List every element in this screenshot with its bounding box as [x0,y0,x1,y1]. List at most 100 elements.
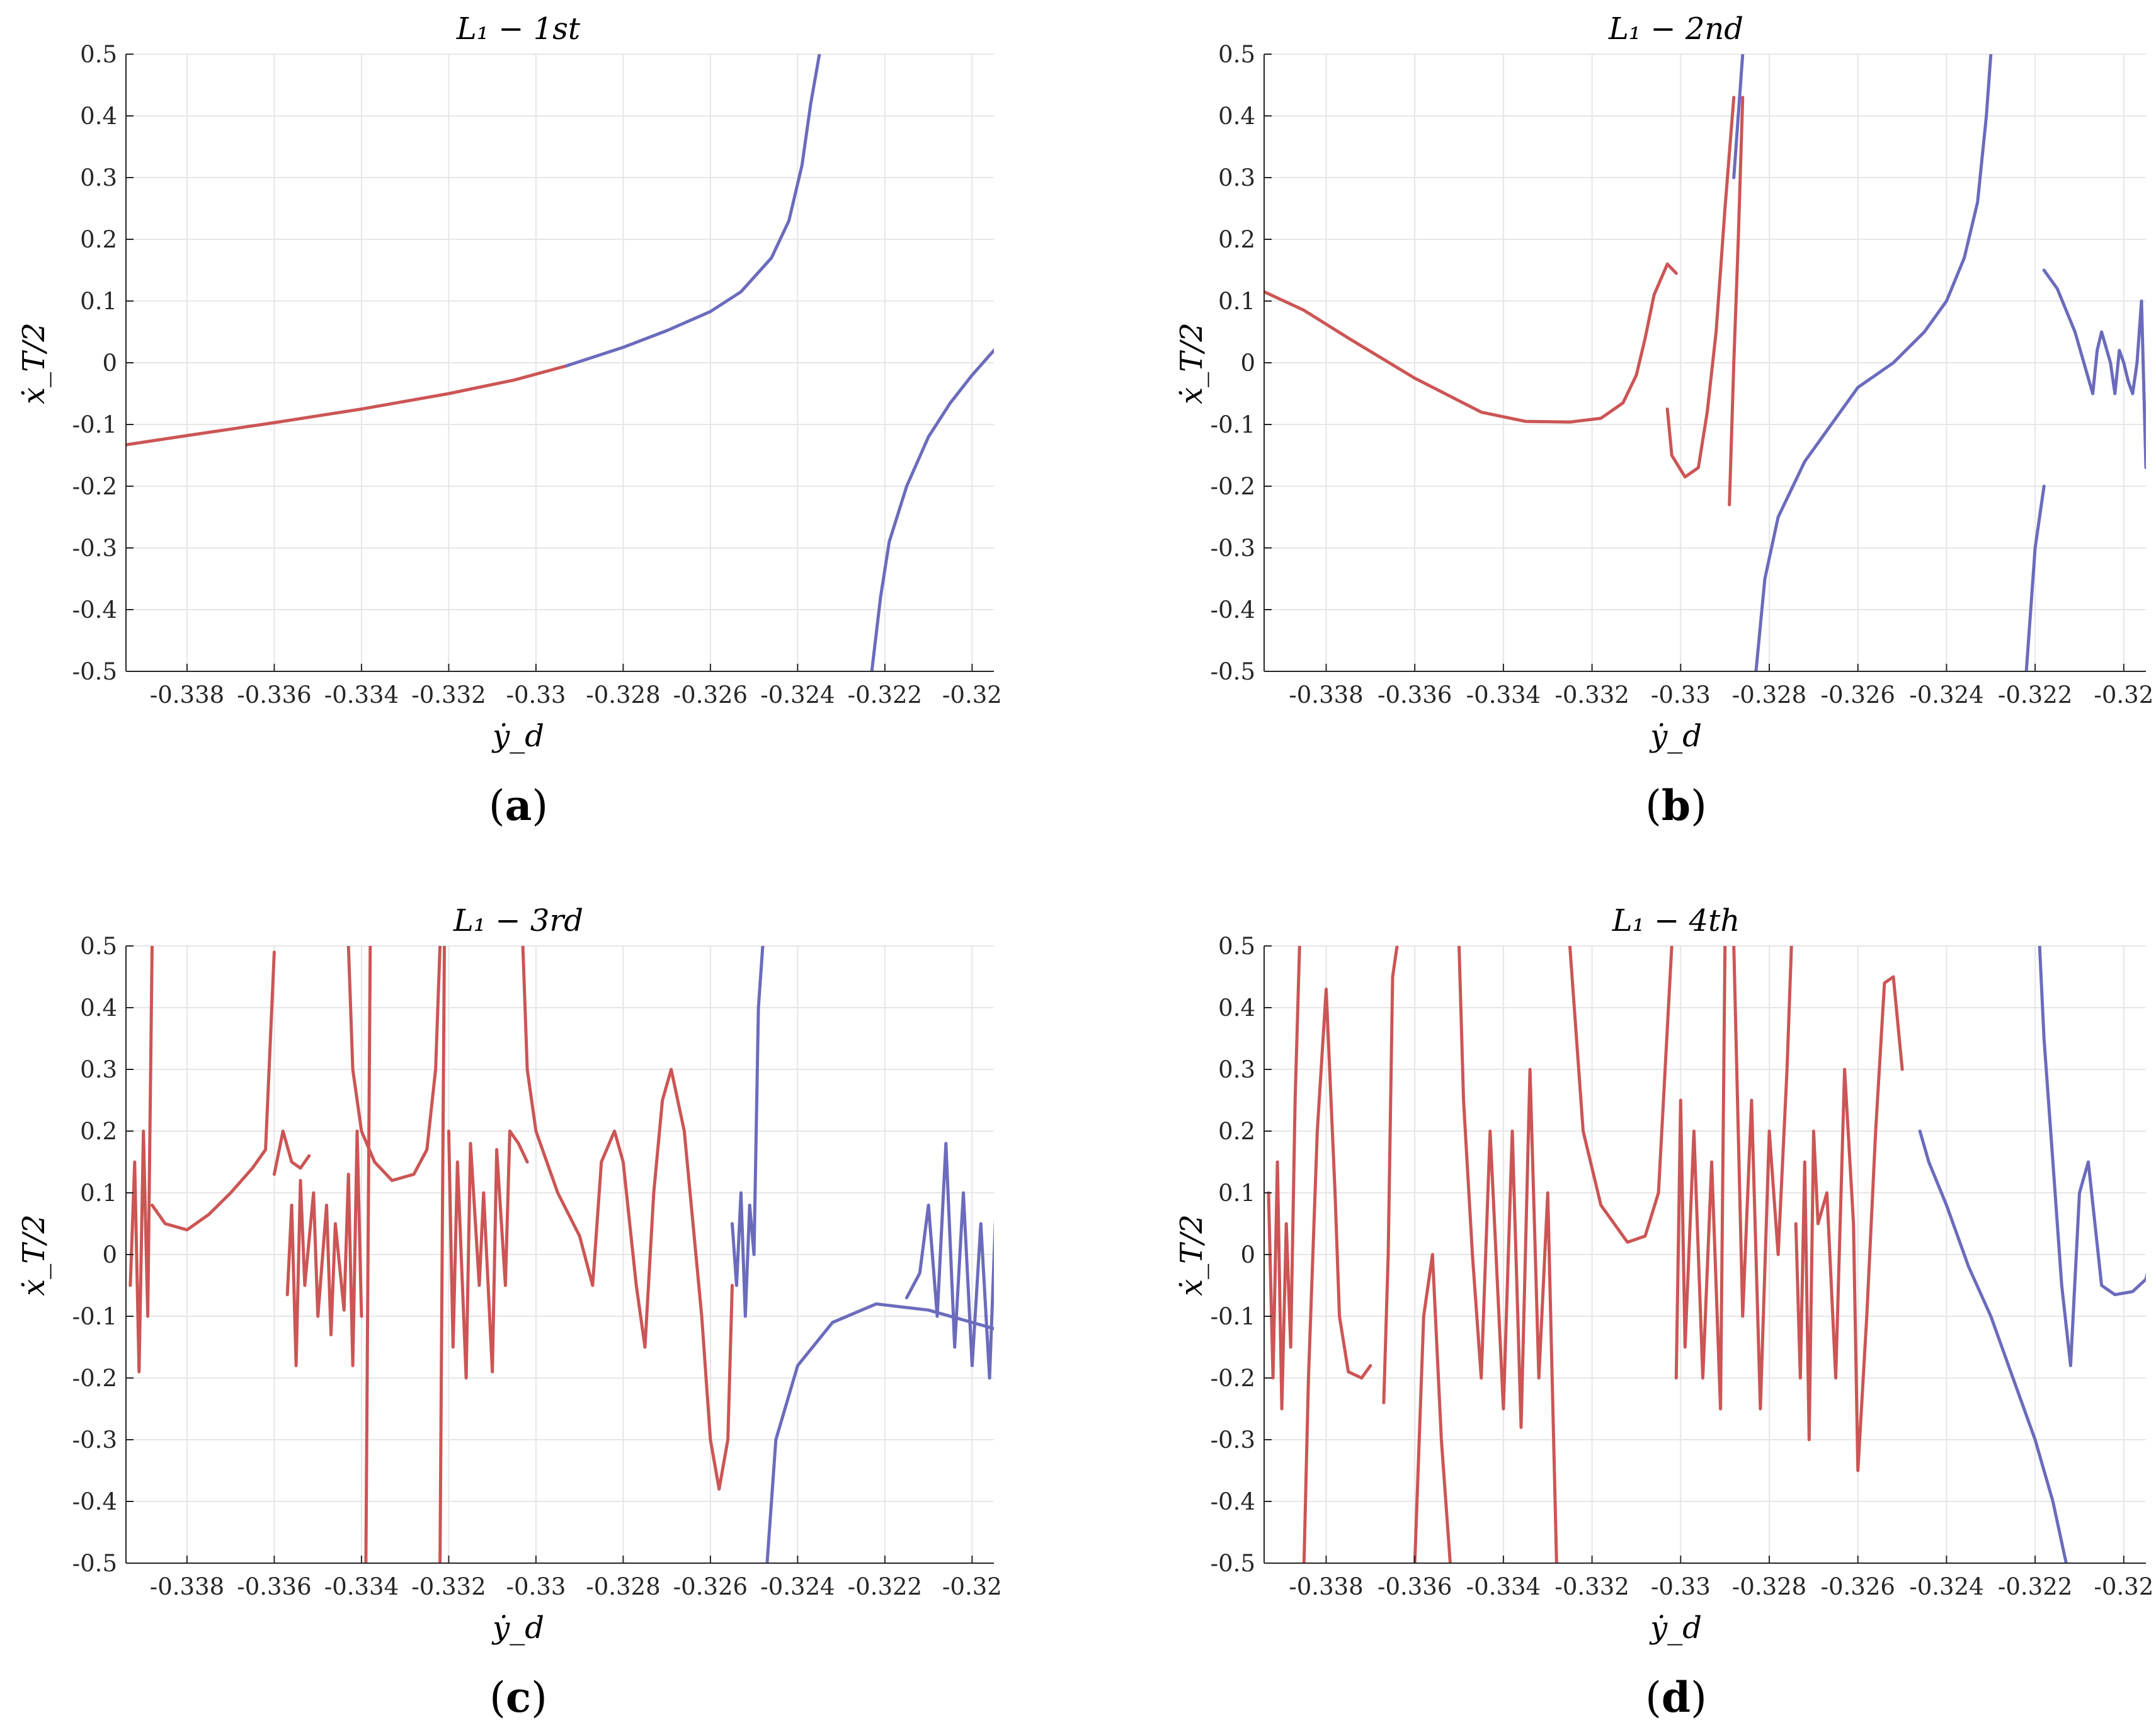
panel-b-plot-area [1264,54,2146,671]
panel-b-ytick-label: 0 [1240,350,1255,377]
panel-c-xtick-label: -0.32 [942,1573,1002,1600]
panel-a: -0.338 -0.336 -0.334 -0.332 -0.33 -0.328 -0.32… [72,41,1002,709]
panel-b-xlabel: ẏ_d [1649,719,1702,754]
panel-a-xtick-label: -0.32 [942,681,1002,709]
panel-b-xtick-label: -0.324 [1909,681,1983,709]
panel-c-xtick-label: -0.326 [673,1573,748,1600]
panel-d-xtick-label: -0.322 [1998,1573,2072,1600]
panel-b-ytick-label: -0.3 [1211,535,1255,562]
panel-d-ytick-label: -0.1 [1211,1303,1255,1330]
panel-d-red-series-line [1568,946,1674,1244]
panel-b-ytick-label: -0.2 [1211,473,1255,500]
panel-c-ytick-label: 0.2 [80,1118,117,1145]
panel-a-xtick-label: -0.326 [673,681,748,709]
panel-a-letter: a [505,781,532,830]
panel-a-ytick-label: -0.5 [72,658,117,685]
panel-a-xtick-label: -0.33 [506,681,566,709]
panel-d-ytick-label: -0.5 [1211,1550,1255,1577]
panel-c-caption: (c) [489,1673,547,1722]
panel-a-caption: (a) [489,781,548,830]
panel-b-xtick-label: -0.338 [1289,681,1363,709]
panel-a-ytick-label: 0.2 [80,226,117,253]
panel-a-xtick-label: -0.334 [324,681,399,709]
panel-b-caption: (b) [1645,781,1707,830]
panel-b-ytick-label: 0.3 [1218,164,1255,191]
panel-d-blue-series-line [2038,946,2146,1367]
panel-c-letter: c [506,1673,531,1722]
panel-c-blue-series-line [905,1142,994,1380]
panel-d-red-series-line [1732,946,1793,1411]
panel-d-ytick-label: -0.4 [1211,1488,1255,1515]
panel-d-xtick-label: -0.33 [1651,1573,1711,1600]
panel-b-blue-series-line [2024,484,2046,671]
panel-d-red-series-line [1794,975,1904,1472]
panel-b-letter: b [1662,781,1691,830]
panel-b-xtick-label: -0.322 [1998,681,2072,709]
panel-d-title: L₁ − 4th [1612,903,1740,938]
panel-d-ylabel: ẋ_T/2 [1174,1214,1209,1296]
panel-d-ytick-label: 0 [1240,1241,1255,1268]
panel-c-xtick-label: -0.33 [506,1573,566,1600]
panel-a-xtick-label: -0.328 [586,681,660,709]
panel-b-ytick-label: 0.1 [1218,288,1255,315]
panel-b-ytick-label: 0.4 [1218,103,1255,130]
panel-a-ytick-label: -0.2 [72,473,117,500]
panel-a-ytick-label: -0.3 [72,535,117,562]
panel-d-red-series-line [1267,946,1301,1411]
panel-c-ylabel: ẋ_T/2 [16,1214,52,1296]
panel-c-ytick-label: -0.1 [72,1303,117,1330]
panel-a-plot-area [126,54,994,671]
panel-d-blue-series-line [1918,1129,2068,1563]
panel-c-xtick-label: -0.332 [411,1573,486,1600]
panel-a-ytick-label: 0.5 [80,41,117,68]
panel-c-ytick-label: 0.3 [80,1056,117,1083]
panel-b-xtick-label: -0.33 [1651,681,1711,709]
panel-c-xtick-label: -0.336 [237,1573,311,1600]
panel-d: -0.338 -0.336 -0.334 -0.332 -0.33 -0.328 -0.32… [1211,933,2154,1600]
panel-b-blue-series-line [1732,54,1745,179]
panel-b-xtick-label: -0.332 [1554,681,1629,709]
panel-a-ytick-label: -0.1 [72,411,117,438]
panel-d-xtick-label: -0.332 [1554,1573,1629,1600]
panel-b-ytick-label: -0.5 [1211,658,1255,685]
panel-c-red-series-line [346,946,442,1182]
panel-c-red-series-line [521,946,734,1491]
panel-a-xtick-label: -0.336 [237,681,311,709]
panel-c-red-series-line [128,946,154,1374]
panel-c-ytick-label: 0.4 [80,994,117,1022]
panel-b-ylabel: ẋ_T/2 [1174,322,1209,404]
panel-d-ytick-label: 0.3 [1218,1056,1255,1083]
panel-a-ytick-label: 0.3 [80,164,117,191]
panel-a-xtick-label: -0.322 [848,681,922,709]
panel-b-ytick-label: 0.2 [1218,226,1255,253]
panel-b-red-series-line [1728,96,1745,506]
panel-c-xtick-label: -0.338 [150,1573,224,1600]
panel-b-red-series-line [1264,262,1678,424]
panel-c-xlabel: ẏ_d [491,1610,544,1646]
panel-d-xtick-label: -0.324 [1909,1573,1983,1600]
panel-b-blue-series-line [1754,54,1993,671]
panel-d-red-series-line [1302,988,1372,1563]
panel-d-letter: d [1662,1673,1691,1722]
panel-d-red-series-line [1674,946,1727,1411]
panel-c-red-series-line [364,946,372,1563]
panel-c-red-series-line [272,1129,311,1176]
panel-d-ytick-label: -0.2 [1211,1365,1255,1392]
panel-c: -0.338 -0.336 -0.334 -0.332 -0.33 -0.328 -0.32… [72,933,1002,1600]
panel-d-xtick-label: -0.336 [1377,1573,1452,1600]
panel-c-red-series-line [447,1129,529,1380]
panel-d-ytick-label: 0.4 [1218,994,1255,1022]
panel-a-xlabel: ẏ_d [491,719,544,754]
panel-a-red-series-line [126,364,568,447]
panel-a-ytick-label: 0.1 [80,288,117,315]
panel-c-blue-series-line [731,946,765,1318]
panel-c-xtick-label: -0.334 [324,1573,399,1600]
panel-a-xtick-label: -0.338 [150,681,224,709]
panel-c-xtick-label: -0.322 [848,1573,922,1600]
panel-b-xtick-label: -0.326 [1820,681,1895,709]
panel-d-xlabel: ẏ_d [1649,1610,1702,1646]
panel-d-ytick-label: 0.2 [1218,1118,1255,1145]
panel-a-xtick-label: -0.332 [411,681,486,709]
